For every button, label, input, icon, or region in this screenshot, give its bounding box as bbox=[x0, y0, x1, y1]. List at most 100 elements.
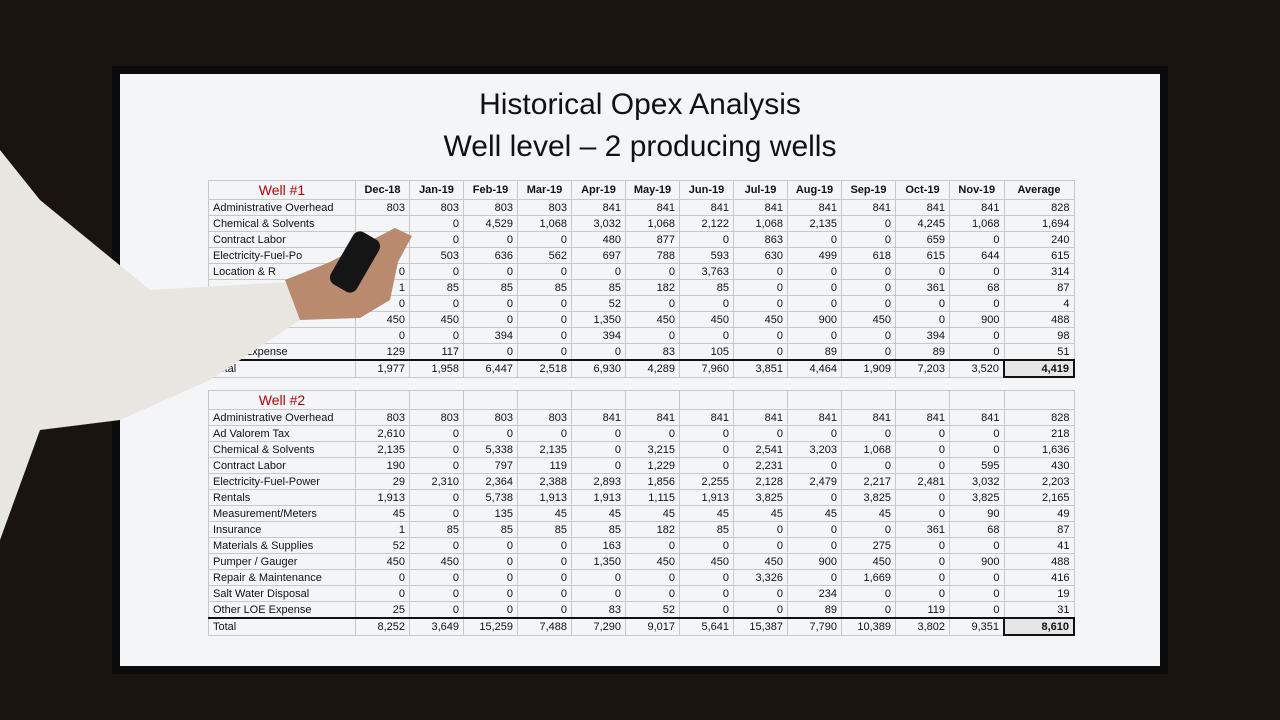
cell: 45 bbox=[841, 505, 896, 522]
column-header: Feb-19 bbox=[463, 180, 518, 200]
cell: 803 bbox=[409, 409, 464, 426]
cell: 841 bbox=[679, 199, 734, 216]
cell: 803 bbox=[463, 409, 518, 426]
cell: 841 bbox=[949, 409, 1005, 426]
cell: 0 bbox=[517, 327, 572, 344]
cell: 1,913 bbox=[679, 489, 734, 506]
cell: 0 bbox=[841, 327, 896, 344]
cell: 0 bbox=[409, 585, 464, 602]
cell: 841 bbox=[679, 409, 734, 426]
total-cell: 6,930 bbox=[571, 359, 626, 378]
total-cell: 15,387 bbox=[733, 617, 788, 636]
cell: 89 bbox=[895, 343, 950, 361]
cell: 1,068 bbox=[517, 215, 572, 232]
cell: 41 bbox=[1003, 537, 1075, 554]
cell: 0 bbox=[625, 585, 680, 602]
slide-title: Historical Opex Analysis bbox=[479, 88, 801, 121]
column-header: Sep-19 bbox=[841, 180, 896, 200]
column-header: Nov-19 bbox=[949, 180, 1005, 200]
cell: 2,364 bbox=[463, 473, 518, 490]
slide-subtitle: Well level – 2 producing wells bbox=[443, 130, 837, 163]
cell: 2,388 bbox=[517, 473, 572, 490]
total-row: Total 8,252 3,649 15,259 7,488 7,290 9,017 5,64… bbox=[208, 617, 1075, 636]
cell: 2,135 bbox=[787, 215, 842, 232]
cell: 416 bbox=[1003, 569, 1075, 586]
cell: 2,481 bbox=[895, 473, 950, 490]
data-row: Contract Labor00004808770863006590240 bbox=[208, 231, 1075, 248]
cell: 797 bbox=[463, 457, 518, 474]
cell: 450 bbox=[841, 311, 896, 328]
cell: 0 bbox=[355, 585, 410, 602]
cell: 85 bbox=[409, 279, 464, 296]
cell: 3,763 bbox=[679, 263, 734, 280]
cell: 314 bbox=[1003, 263, 1075, 280]
data-row: Administrative Overhead 803 803 803 803 841 84… bbox=[208, 199, 1075, 216]
cell: 19 bbox=[1003, 585, 1075, 602]
total-cell: 10,389 bbox=[841, 617, 896, 636]
cell: 1,068 bbox=[733, 215, 788, 232]
cell: 450 bbox=[625, 553, 680, 570]
total-cell: 1,909 bbox=[841, 359, 896, 378]
cell: 2,610 bbox=[355, 425, 410, 442]
data-row: Chemical & Solvents 0 4,529 1,068 3,032 1,068… bbox=[208, 215, 1075, 232]
cell: 480 bbox=[571, 231, 626, 248]
cell: 900 bbox=[787, 311, 842, 328]
cell: 87 bbox=[1003, 521, 1075, 538]
total-row: Total1,9771,9586,4472,5186,9304,2897,960… bbox=[208, 359, 1075, 378]
total-cell: 1,977 bbox=[355, 359, 410, 378]
cell: 2,255 bbox=[679, 473, 734, 490]
data-row: Other LOE Expense 25 0 0 0 83 52 0 0 89 0 119 0 31 bbox=[208, 601, 1075, 619]
total-cell: 7,488 bbox=[517, 617, 572, 636]
cell: 3,326 bbox=[733, 569, 788, 586]
cell: 234 bbox=[787, 585, 842, 602]
cell: 828 bbox=[1003, 409, 1075, 426]
cell: 450 bbox=[355, 553, 410, 570]
total-cell: 8,610 bbox=[1003, 617, 1075, 636]
cell: 2,217 bbox=[841, 473, 896, 490]
data-row: Administrative Overhead 803 803 803 803 841 84… bbox=[208, 409, 1075, 426]
cell: 2,231 bbox=[733, 457, 788, 474]
column-header: Aug-19 bbox=[787, 180, 842, 200]
cell: 49 bbox=[1003, 505, 1075, 522]
data-row: Chemical & Solvents 2,135 0 5,338 2,135 0 3,21… bbox=[208, 441, 1075, 458]
total-cell: 3,520 bbox=[949, 359, 1005, 378]
row-label: Repair & Maintenance bbox=[208, 569, 356, 586]
cell: 83 bbox=[625, 343, 680, 361]
column-header: Dec-18 bbox=[355, 180, 410, 200]
cell: 1,229 bbox=[625, 457, 680, 474]
column-header: Mar-19 bbox=[517, 180, 572, 200]
cell: 1,669 bbox=[841, 569, 896, 586]
cell: 593 bbox=[679, 247, 734, 264]
cell: 45 bbox=[679, 505, 734, 522]
cell: 503 bbox=[409, 247, 464, 264]
total-cell: 6,447 bbox=[463, 359, 518, 378]
cell: 0 bbox=[895, 585, 950, 602]
row-label: Pumper / Gauger bbox=[208, 553, 356, 570]
row-label: Measurement/Meters bbox=[208, 505, 356, 522]
opex-table: Well #1 Dec-18 Jan-19 Feb-19 Mar-19 Apr-19 May… bbox=[208, 180, 1075, 636]
cell: 394 bbox=[895, 327, 950, 344]
cell: 0 bbox=[895, 553, 950, 570]
data-row: Salt Water Disposal 0 0 0 0 0 0 0 0 234 0 0 0 19 bbox=[208, 585, 1075, 602]
cell: 98 bbox=[1003, 327, 1075, 344]
cell: 0 bbox=[733, 327, 788, 344]
header-row: Well #2 bbox=[208, 390, 1075, 410]
cell: 841 bbox=[841, 199, 896, 216]
cell: 863 bbox=[733, 231, 788, 248]
cell: 450 bbox=[409, 311, 464, 328]
data-row: Repair & Maintenance 0 0 0 0 0 0 0 3,326 0 1,669 0 0… bbox=[208, 569, 1075, 586]
cell: 3,032 bbox=[949, 473, 1005, 490]
row-label: Administrative Overhead bbox=[208, 199, 356, 216]
cell: 129 bbox=[355, 343, 410, 361]
total-cell: 7,790 bbox=[787, 617, 842, 636]
cell: 89 bbox=[787, 601, 842, 619]
cell: 450 bbox=[409, 553, 464, 570]
cell: 394 bbox=[571, 327, 626, 344]
cell: 841 bbox=[895, 409, 950, 426]
data-row: Pumper / Gauger 450 450 0 0 1,350 450 450 450 900… bbox=[208, 553, 1075, 570]
cell: 877 bbox=[625, 231, 680, 248]
total-cell: 7,290 bbox=[571, 617, 626, 636]
cell: 1,350 bbox=[571, 553, 626, 570]
